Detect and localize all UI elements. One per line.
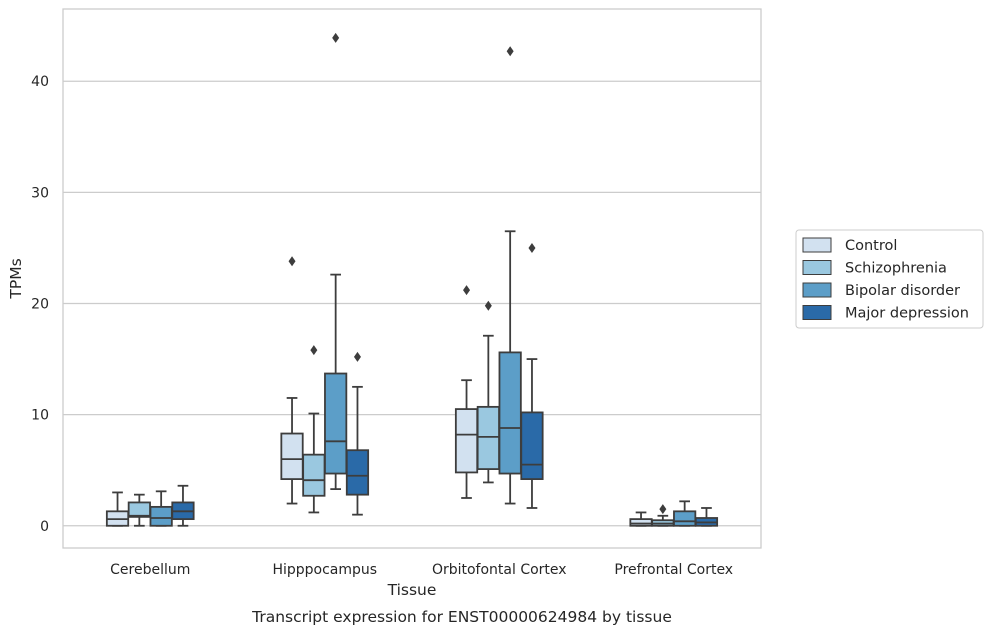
box-iqr [302,453,326,497]
legend-frame [795,229,984,329]
box-2-3 [520,242,544,509]
box-iqr [454,408,479,474]
box-0-1 [127,493,151,527]
outlier-point [332,32,340,43]
box-iqr [149,505,173,527]
gridlines [63,80,761,527]
legend: Control Schizophrenia Bipolar disorder Majo… [795,229,984,329]
box-0-3 [171,484,195,527]
y-axis-title: TPMs [7,258,25,299]
y-axis-ticks: 0 10 20 30 40 [31,74,49,535]
y-tick-label: 20 [31,297,49,313]
box-1-2 [324,32,348,490]
legend-swatch [802,260,832,275]
box-iqr [345,449,370,496]
legend-label: Control [845,238,897,254]
box-3-1 [651,504,675,527]
outlier-point [310,345,318,356]
legend-swatch [802,305,832,320]
outlier-point [288,256,296,267]
box-iqr [520,411,544,480]
box-iqr [498,351,522,475]
outlier-point [484,300,492,311]
outlier-point [506,46,514,57]
box-3-3 [694,507,719,527]
y-tick-label: 30 [31,185,49,201]
outlier-point [528,242,536,253]
y-tick-label: 40 [31,74,49,90]
plot-area-frame [62,8,762,549]
box-0-2 [149,490,173,527]
x-tick-label: Orbitofontal Cortex [432,562,567,578]
legend-label: Schizophrenia [845,261,947,277]
box-groups [105,32,719,527]
box-3-2 [673,500,697,527]
box-iqr [280,432,304,480]
y-tick-label: 0 [40,519,49,535]
box-1-0 [280,256,304,505]
x-tick-label: Cerebellum [110,562,190,578]
box-iqr [127,501,151,518]
box-2-0 [454,285,479,499]
x-tick-label: Hipppocampus [272,562,377,578]
chart-caption: Transcript expression for ENST0000062498… [251,608,672,626]
legend-swatch [802,282,832,298]
box-iqr [629,518,653,527]
x-axis-title: Tissue [387,581,437,599]
x-axis-ticks: Cerebellum Hipppocampus Orbitofontal Corte… [110,562,733,578]
box-1-1 [302,345,326,514]
legend-label: Major depression [845,306,969,322]
box-iqr [324,372,348,475]
y-tick-label: 10 [31,408,49,424]
outlier-point [353,351,361,362]
box-3-0 [629,511,653,527]
legend-swatch [802,237,832,253]
box-2-2 [498,46,522,505]
box-0-0 [105,491,130,527]
outlier-point [463,285,471,296]
box-1-3 [345,351,370,516]
legend-label: Bipolar disorder [845,283,960,299]
box-iqr [673,510,697,527]
box-2-1 [476,300,500,484]
x-tick-label: Prefrontal Cortex [614,562,733,578]
outlier-point [659,504,667,515]
box-iqr [476,405,500,470]
